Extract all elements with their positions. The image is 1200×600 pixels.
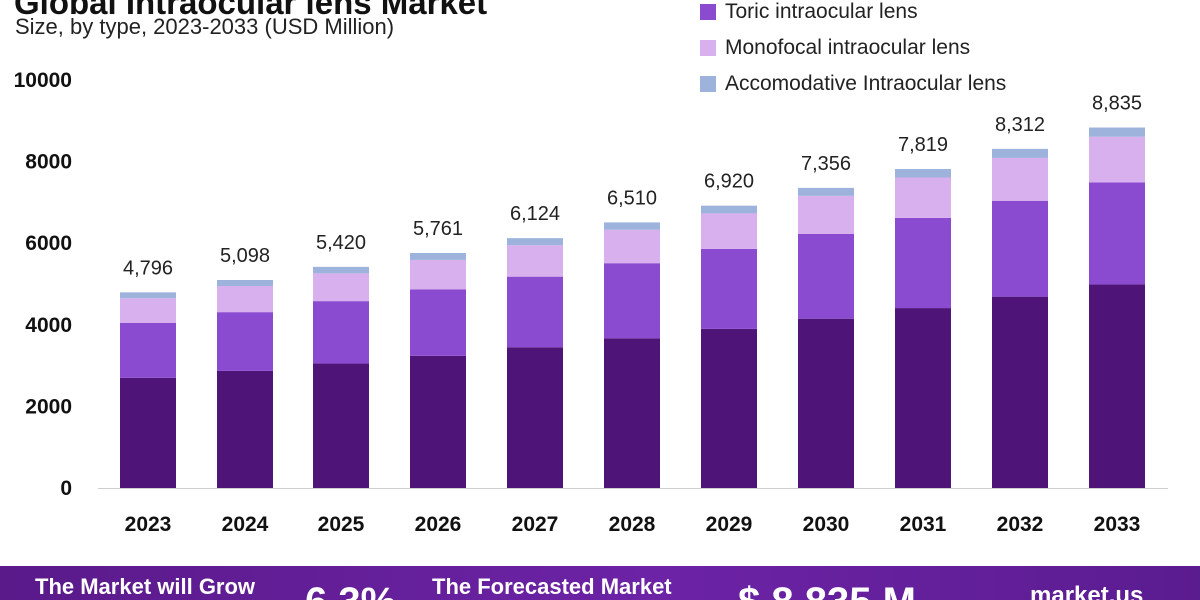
bar-segment-monofocal-2025: [313, 273, 369, 302]
x-tick-label: 2023: [125, 513, 172, 536]
legend-label-toric: Toric intraocular lens: [725, 0, 918, 23]
bar-segment-accomodative-2031: [895, 168, 951, 178]
y-tick-label: 6000: [25, 232, 72, 255]
bar-total-label: 6,510: [607, 187, 657, 209]
x-tick-label: 2028: [609, 513, 656, 536]
bar-segment-toric-2029: [701, 248, 757, 329]
banner-forecast-text: The Forecasted Market: [432, 574, 672, 599]
banner-grow-text: The Market will Grow: [35, 574, 256, 599]
bar-segment-accomodative-2023: [120, 292, 176, 299]
legend-item-accomodative: Accomodative Intraocular lens: [700, 66, 1006, 102]
legend-label-accomodative: Accomodative Intraocular lens: [725, 72, 1007, 95]
legend-label-monofocal: Monofocal intraocular lens: [725, 36, 971, 59]
bar-segment-base-2025: [313, 363, 369, 488]
bar-total-label: 5,761: [413, 218, 463, 240]
x-tick-label: 2033: [1094, 513, 1141, 536]
chart-title: Global Intraocular lens Market: [14, 0, 488, 21]
bar-total-label: 4,796: [123, 257, 173, 279]
bar-segment-base-2030: [798, 318, 854, 488]
bar-segment-accomodative-2030: [798, 187, 854, 196]
bar-segment-monofocal-2028: [604, 229, 660, 264]
banner-brand: market.us: [1030, 582, 1144, 600]
bar-total-label: 6,920: [704, 171, 754, 193]
bar-segment-toric-2028: [604, 263, 660, 339]
legend: Toric intraocular lens Monofocal intraoc…: [700, 0, 1006, 102]
bar-segment-accomodative-2029: [701, 205, 757, 214]
bar-segment-base-2024: [217, 370, 273, 488]
bar-segment-toric-2026: [410, 289, 466, 356]
chart-subtitle: Size, by type, 2023-2033 (USD Million): [15, 14, 395, 39]
x-tick-label: 2032: [997, 513, 1044, 536]
bar-segment-accomodative-2025: [313, 266, 369, 274]
bar-segment-base-2033: [1089, 284, 1145, 488]
bar-segment-toric-2030: [798, 233, 854, 319]
bar-total-label: 7,356: [801, 153, 851, 175]
bar-segment-base-2032: [992, 296, 1048, 488]
bar-segment-monofocal-2026: [410, 259, 466, 290]
bar-segment-accomodative-2026: [410, 252, 466, 260]
bar-segment-base-2028: [604, 338, 660, 488]
x-tick-label: 2027: [512, 513, 559, 536]
bar-segment-toric-2027: [507, 276, 563, 348]
bar-segment-toric-2024: [217, 312, 273, 371]
y-tick-label: 2000: [25, 395, 72, 418]
bar-total-label: 5,098: [220, 245, 270, 267]
bar-segment-base-2031: [895, 308, 951, 488]
bar-total-label: 8,835: [1092, 93, 1142, 115]
banner-growth-rate: 6.3%: [305, 580, 396, 600]
bar-total-label: 8,312: [995, 114, 1045, 136]
y-tick-label: 0: [60, 477, 72, 500]
bar-segment-base-2029: [701, 328, 757, 488]
bar-segment-toric-2025: [313, 301, 369, 364]
bar-total-label: 5,420: [316, 232, 366, 254]
bar-segment-monofocal-2027: [507, 245, 563, 277]
legend-swatch-monofocal: [700, 40, 716, 56]
bar-segment-monofocal-2033: [1089, 136, 1145, 183]
y-tick-label: 4000: [25, 314, 72, 337]
bar-segment-monofocal-2029: [701, 213, 757, 249]
bar-total-label: 7,819: [898, 134, 948, 156]
bar-total-label: 6,124: [510, 203, 560, 225]
x-tick-label: 2031: [900, 513, 947, 536]
y-tick-label: 10000: [14, 69, 72, 92]
summary-banner: The Market will Grow 6.3% The Forecasted…: [0, 566, 1200, 600]
x-tick-label: 2024: [222, 513, 269, 536]
banner-forecast-value: $ 8,835 M: [738, 580, 916, 600]
bar-segment-monofocal-2031: [895, 177, 951, 218]
x-tick-label: 2026: [415, 513, 462, 536]
x-tick-label: 2025: [318, 513, 365, 536]
y-tick-label: 8000: [25, 151, 72, 174]
bar-chart: 0 2000 4000 6000 8000 10000 4,796 2023 5,098 2024…: [14, 69, 1168, 536]
bar-segment-toric-2031: [895, 217, 951, 309]
bar-segment-accomodative-2028: [604, 222, 660, 230]
bar-segment-monofocal-2024: [217, 286, 273, 313]
bar-segment-base-2026: [410, 355, 466, 488]
bar-segment-toric-2023: [120, 322, 176, 378]
bar-segment-toric-2033: [1089, 182, 1145, 285]
legend-swatch-accomodative: [700, 76, 716, 92]
bar-segment-base-2027: [507, 347, 563, 488]
bar-segment-base-2023: [120, 377, 176, 488]
bar-segment-monofocal-2030: [798, 195, 854, 234]
legend-item-monofocal: Monofocal intraocular lens: [700, 30, 1006, 66]
bar-segment-accomodative-2032: [992, 148, 1048, 158]
legend-item-toric: Toric intraocular lens: [700, 0, 1006, 30]
x-tick-label: 2029: [706, 513, 753, 536]
x-tick-label: 2030: [803, 513, 850, 536]
bar-segment-monofocal-2023: [120, 298, 176, 323]
bar-segment-toric-2032: [992, 200, 1048, 297]
legend-swatch-toric: [700, 4, 716, 20]
bar-segment-accomodative-2027: [507, 238, 563, 246]
bar-segment-accomodative-2033: [1089, 127, 1145, 137]
bar-segment-accomodative-2024: [217, 280, 273, 287]
bar-segment-monofocal-2032: [992, 157, 1048, 201]
